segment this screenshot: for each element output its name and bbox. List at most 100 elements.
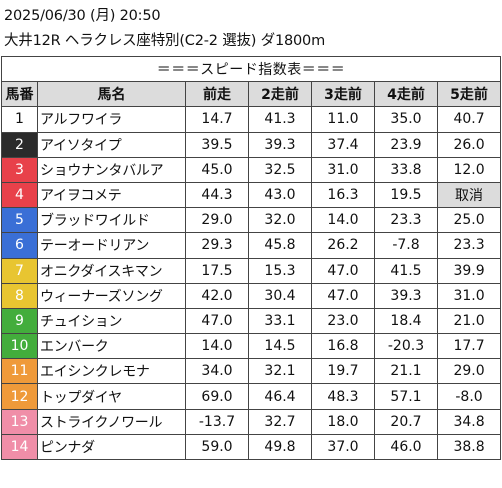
speed-index-value: 33.1 — [248, 307, 312, 335]
horse-name: トップダイヤ — [37, 383, 186, 410]
table-row: 11 エイシンクレモナ 34.0 32.1 19.7 21.1 29.0 — [1, 358, 502, 385]
speed-index-value: 31.0 — [311, 156, 375, 183]
speed-index-value: 39.3 — [248, 131, 312, 158]
horse-number: 3 — [1, 156, 38, 183]
table-row: 5 ブラッドワイルド 29.0 32.0 14.0 23.3 25.0 — [1, 207, 502, 234]
horse-name: オニクダイスキマン — [37, 257, 186, 284]
speed-index-value: 33.8 — [374, 156, 438, 183]
race-title: 大井12R ヘラクレス座特別(C2-2 選抜) ダ1800m — [4, 33, 325, 49]
speed-index-value: 39.3 — [374, 282, 438, 309]
speed-index-value: 41.5 — [374, 257, 438, 284]
speed-index-value: 12.0 — [436, 156, 502, 183]
col-header-5-races-ago: 5走前 — [436, 81, 502, 108]
horse-name: ピンナダ — [37, 433, 186, 461]
horse-name: ショウナンタバルア — [37, 156, 186, 183]
horse-name: テーオードリアン — [37, 232, 186, 259]
speed-index-value: 29.0 — [185, 207, 249, 234]
speed-index-value: 46.4 — [248, 383, 312, 410]
speed-index-value: 21.1 — [374, 358, 438, 385]
speed-index-value: 39.5 — [185, 131, 249, 158]
col-header-horse-name: 馬名 — [37, 81, 186, 108]
speed-index-value: 37.0 — [311, 433, 375, 461]
speed-index-value: 45.0 — [185, 156, 249, 183]
speed-index-value: -13.7 — [185, 408, 249, 435]
speed-index-value: 18.4 — [374, 307, 438, 335]
table-row: 4 アイヲコメテ 44.3 43.0 16.3 19.5 取消 — [1, 181, 502, 209]
horse-name: エンバーク — [37, 333, 186, 360]
speed-index-value: 18.0 — [311, 408, 375, 435]
speed-index-value: -20.3 — [374, 333, 438, 360]
horse-name: アイヲコメテ — [37, 181, 186, 209]
speed-index-value: 43.0 — [248, 181, 312, 209]
speed-index-value: 32.1 — [248, 358, 312, 385]
horse-number: 11 — [1, 358, 38, 385]
table-row: 7 オニクダイスキマン 17.5 15.3 47.0 41.5 39.9 — [1, 257, 502, 284]
speed-index-value: 41.3 — [248, 106, 312, 133]
horse-name: ストライクノワール — [37, 408, 186, 435]
horse-number: 5 — [1, 207, 38, 234]
speed-index-value: 40.7 — [436, 106, 502, 133]
horse-number: 13 — [1, 408, 38, 435]
horse-number: 10 — [1, 333, 38, 360]
speed-index-value: 34.0 — [185, 358, 249, 385]
speed-index-value: 46.0 — [374, 433, 438, 461]
speed-index-value: -8.0 — [436, 383, 502, 410]
table-row: 2 アイソタイプ 39.5 39.3 37.4 23.9 26.0 — [1, 131, 502, 158]
horse-number: 6 — [1, 232, 38, 259]
speed-index-value: 57.1 — [374, 383, 438, 410]
horse-name: アイソタイプ — [37, 131, 186, 158]
speed-index-value: 47.0 — [311, 282, 375, 309]
col-header-4-races-ago: 4走前 — [374, 81, 438, 108]
speed-index-value: 32.5 — [248, 156, 312, 183]
table-row: 13 ストライクノワール -13.7 32.7 18.0 20.7 34.8 — [1, 408, 502, 435]
speed-index-value: 23.3 — [436, 232, 502, 259]
speed-index-value: 19.7 — [311, 358, 375, 385]
speed-index-value: 25.0 — [436, 207, 502, 234]
col-header-horse-number: 馬番 — [1, 81, 38, 108]
speed-index-value: 32.0 — [248, 207, 312, 234]
column-header-row: 馬番 馬名 前走 2走前 3走前 4走前 5走前 — [1, 81, 502, 108]
speed-index-value: 30.4 — [248, 282, 312, 309]
speed-index-value: 29.3 — [185, 232, 249, 259]
banner-row: ＝＝＝スピード指数表＝＝＝ — [0, 55, 502, 83]
table-row: 1 アルフワイラ 14.7 41.3 11.0 35.0 40.7 — [1, 106, 502, 133]
horse-name: アルフワイラ — [37, 106, 186, 133]
speed-index-value: 69.0 — [185, 383, 249, 410]
horse-number: 12 — [1, 383, 38, 410]
speed-index-value: 47.0 — [311, 257, 375, 284]
col-header-last-race: 前走 — [185, 81, 249, 108]
speed-index-table: ＝＝＝スピード指数表＝＝＝ 馬番 馬名 前走 2走前 3走前 4走前 5走前 1… — [0, 55, 502, 461]
horse-number: 2 — [1, 131, 38, 158]
speed-index-value: 26.2 — [311, 232, 375, 259]
col-header-3-races-ago: 3走前 — [311, 81, 375, 108]
horse-number: 7 — [1, 257, 38, 284]
speed-index-value: 31.0 — [436, 282, 502, 309]
horse-name: チュイション — [37, 307, 186, 335]
speed-index-value: 14.0 — [311, 207, 375, 234]
speed-index-value: 14.0 — [185, 333, 249, 360]
table-row: 14 ピンナダ 59.0 49.8 37.0 46.0 38.8 — [1, 433, 502, 461]
speed-index-value: 39.9 — [436, 257, 502, 284]
speed-index-value: 26.0 — [436, 131, 502, 158]
speed-index-value: 14.5 — [248, 333, 312, 360]
horse-name: ブラッドワイルド — [37, 207, 186, 234]
speed-index-value: 44.3 — [185, 181, 249, 209]
scratched-cell: 取消 — [436, 181, 502, 209]
horse-name: エイシンクレモナ — [37, 358, 186, 385]
speed-index-value: 16.8 — [311, 333, 375, 360]
speed-index-value: 49.8 — [248, 433, 312, 461]
speed-index-value: 45.8 — [248, 232, 312, 259]
speed-index-value: 35.0 — [374, 106, 438, 133]
speed-index-value: 17.5 — [185, 257, 249, 284]
speed-index-value: 47.0 — [185, 307, 249, 335]
speed-index-value: 20.7 — [374, 408, 438, 435]
horse-number: 1 — [1, 106, 38, 133]
speed-index-value: 21.0 — [436, 307, 502, 335]
speed-index-value: 38.8 — [436, 433, 502, 461]
speed-index-value: 59.0 — [185, 433, 249, 461]
table-row: 9 チュイション 47.0 33.1 23.0 18.4 21.0 — [1, 307, 502, 335]
table-banner: ＝＝＝スピード指数表＝＝＝ — [0, 55, 502, 83]
speed-index-value: 34.8 — [436, 408, 502, 435]
horse-name: ウィーナーズソング — [37, 282, 186, 309]
speed-index-value: 48.3 — [311, 383, 375, 410]
